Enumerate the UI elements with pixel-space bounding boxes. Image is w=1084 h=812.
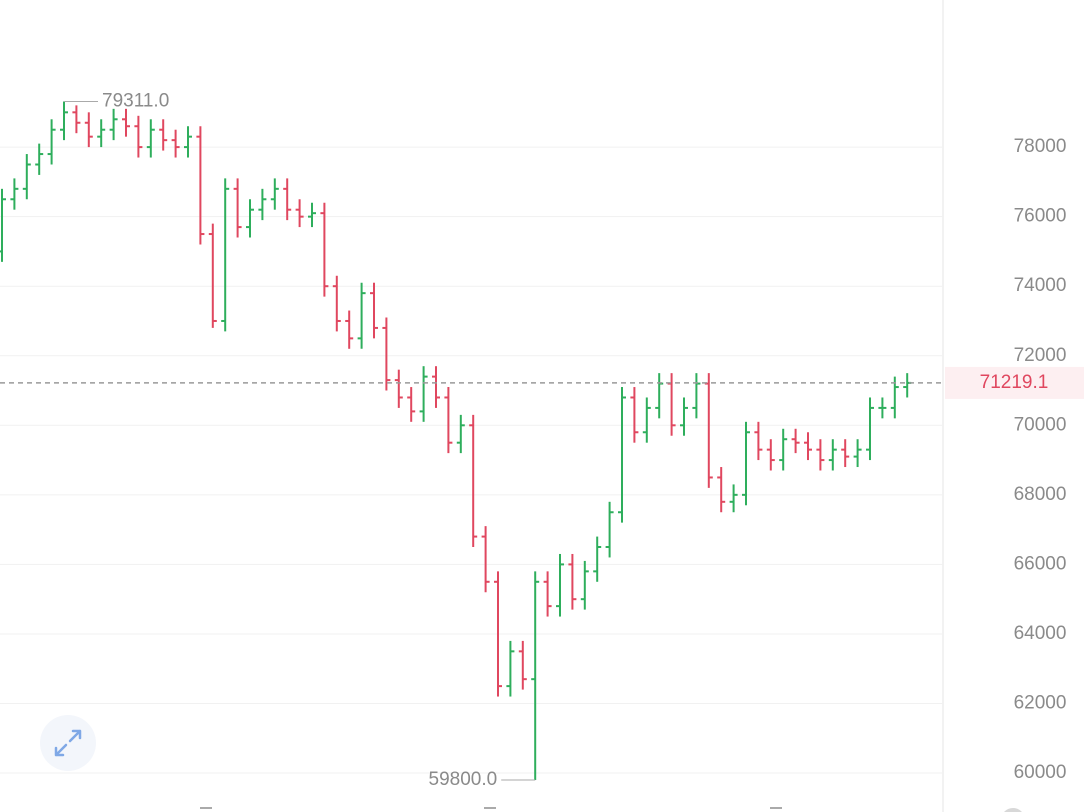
expand-bg[interactable]: [40, 715, 96, 771]
y-tick-label: 74000: [1014, 275, 1067, 296]
expand-icon[interactable]: [54, 729, 82, 757]
y-tick-label: 76000: [1014, 206, 1067, 227]
y-tick-label: 70000: [1014, 414, 1067, 435]
y-tick-label: 60000: [1014, 762, 1067, 783]
corner-button[interactable]: [1001, 808, 1025, 812]
y-tick-label: 72000: [1014, 345, 1067, 366]
last-price-label: 71219.1: [980, 372, 1049, 393]
y-tick-label: 66000: [1014, 553, 1067, 574]
max-label: 79311.0: [102, 91, 169, 112]
y-tick-label: 68000: [1014, 484, 1067, 505]
y-tick-label: 78000: [1014, 136, 1067, 157]
last-price-bg: [945, 366, 1084, 399]
y-tick-label: 62000: [1014, 693, 1067, 714]
min-label: 59800.0: [429, 769, 498, 790]
y-tick-label: 64000: [1014, 623, 1067, 644]
expand-button[interactable]: [40, 715, 96, 771]
